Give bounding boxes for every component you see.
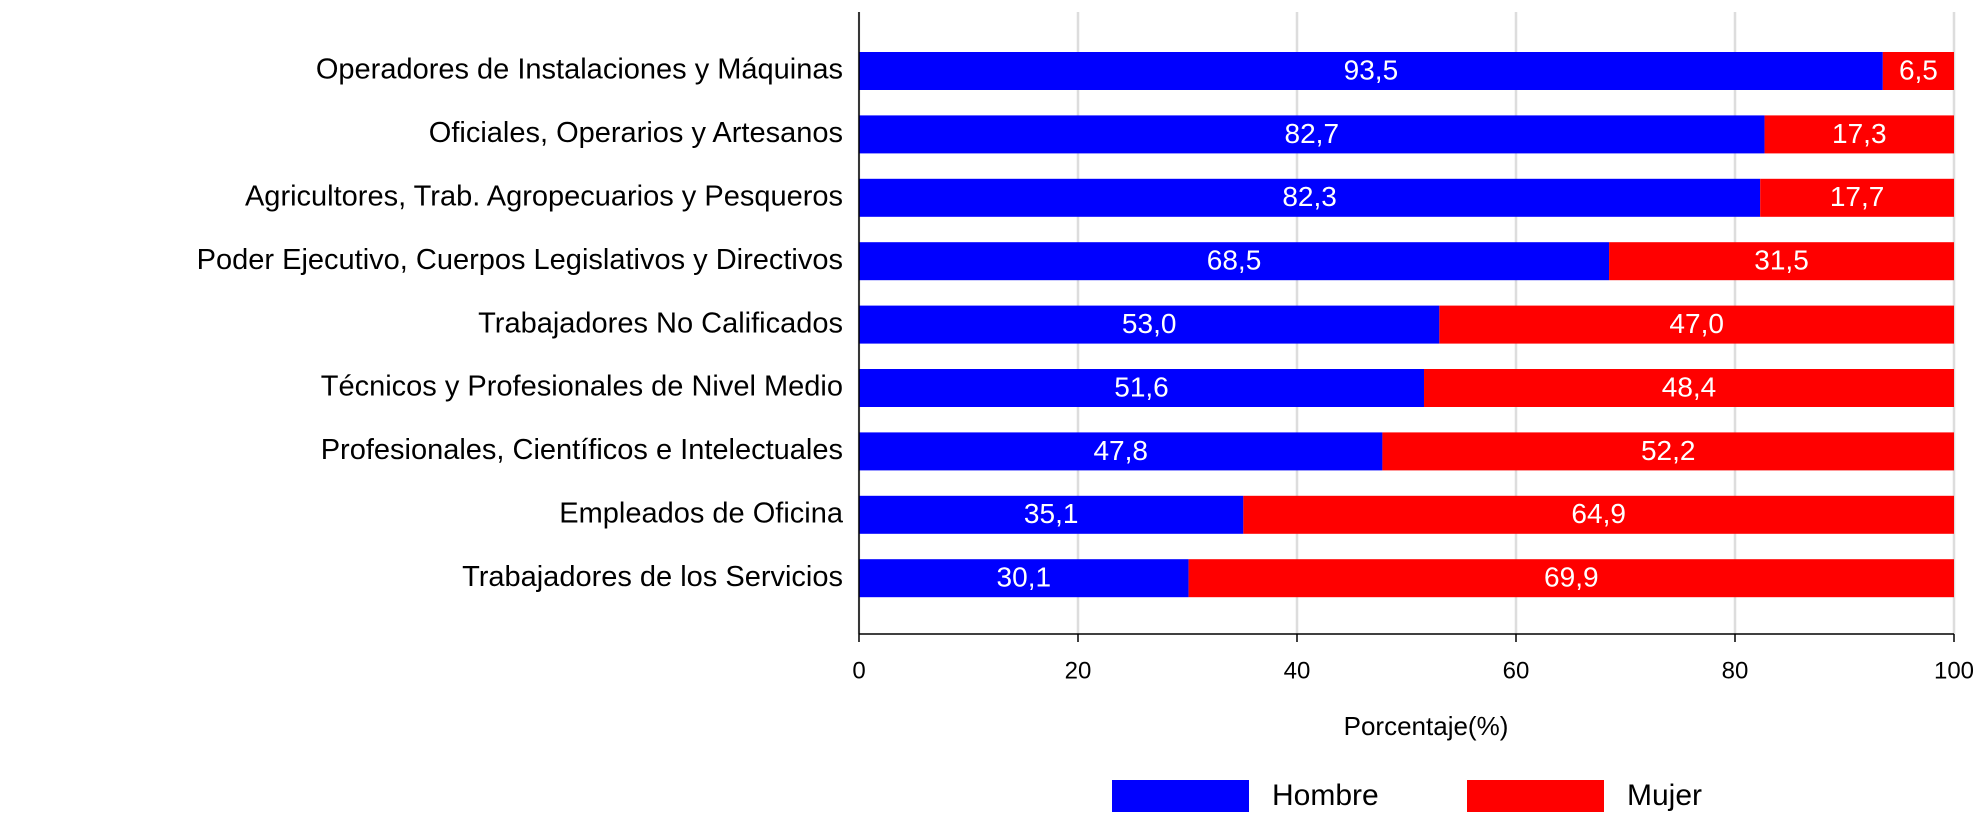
y-tick-label: Técnicos y Profesionales de Nivel Medio bbox=[321, 371, 843, 403]
legend-swatch bbox=[1112, 780, 1249, 812]
x-axis-title: Porcentaje(%) bbox=[1344, 711, 1509, 741]
value-label: 31,5 bbox=[1754, 245, 1809, 276]
bar-segment bbox=[859, 115, 1765, 154]
value-label: 6,5 bbox=[1899, 54, 1938, 85]
value-label: 30,1 bbox=[997, 562, 1052, 593]
y-tick-label: Agricultores, Trab. Agropecuarios y Pesq… bbox=[245, 180, 843, 212]
x-tick-label: 0 bbox=[852, 657, 865, 684]
value-label: 64,9 bbox=[1571, 498, 1626, 529]
x-tick-label: 100 bbox=[1934, 657, 1974, 684]
y-tick-label: Oficiales, Operarios y Artesanos bbox=[429, 117, 843, 149]
bar-segment bbox=[859, 369, 1425, 407]
bar-segment bbox=[859, 305, 1440, 344]
bar-segment bbox=[1764, 115, 1954, 154]
value-label: 82,3 bbox=[1282, 181, 1337, 212]
bar-segment bbox=[1439, 305, 1954, 344]
value-label: 52,2 bbox=[1641, 435, 1696, 466]
x-tick-label: 80 bbox=[1722, 657, 1749, 684]
bar-segment bbox=[1243, 495, 1954, 534]
value-label: 93,5 bbox=[1344, 54, 1399, 85]
y-tick-label: Profesionales, Científicos e Intelectual… bbox=[321, 434, 843, 466]
value-label: 53,0 bbox=[1122, 308, 1177, 339]
x-tick-label: 40 bbox=[1284, 657, 1311, 684]
value-label: 48,4 bbox=[1662, 371, 1717, 402]
bar-segment bbox=[1188, 559, 1954, 598]
legend-swatch bbox=[1467, 780, 1604, 812]
legend-label: Mujer bbox=[1627, 779, 1702, 812]
bar-segment bbox=[1382, 432, 1954, 471]
value-label: 47,8 bbox=[1093, 435, 1148, 466]
legend-label: Hombre bbox=[1272, 779, 1379, 812]
y-tick-label: Operadores de Instalaciones y Máquinas bbox=[316, 54, 843, 86]
value-label: 17,3 bbox=[1832, 118, 1887, 149]
bar-segment bbox=[859, 559, 1189, 598]
bar-segment bbox=[859, 495, 1244, 534]
y-tick-label: Empleados de Oficina bbox=[559, 497, 844, 529]
bar-segment bbox=[1424, 369, 1954, 407]
value-label: 47,0 bbox=[1669, 308, 1724, 339]
bar-segment bbox=[859, 52, 1883, 90]
bar-segment bbox=[859, 242, 1610, 281]
x-tick-label: 60 bbox=[1503, 657, 1530, 684]
bar-segment bbox=[1882, 52, 1954, 90]
x-tick-label: 20 bbox=[1065, 657, 1092, 684]
y-tick-label: Trabajadores de los Servicios bbox=[462, 561, 843, 593]
bar-segment bbox=[1760, 178, 1954, 217]
value-label: 51,6 bbox=[1114, 371, 1169, 402]
value-label: 82,7 bbox=[1285, 118, 1340, 149]
value-label: 35,1 bbox=[1024, 498, 1079, 529]
bar-segment bbox=[1609, 242, 1954, 281]
value-label: 69,9 bbox=[1544, 562, 1599, 593]
bar-segment bbox=[859, 178, 1761, 217]
bar-segment bbox=[859, 432, 1383, 471]
value-label: 68,5 bbox=[1207, 245, 1262, 276]
y-tick-label: Poder Ejecutivo, Cuerpos Legislativos y … bbox=[197, 244, 843, 276]
y-tick-label: Trabajadores No Calificados bbox=[478, 307, 843, 339]
value-label: 17,7 bbox=[1830, 181, 1885, 212]
